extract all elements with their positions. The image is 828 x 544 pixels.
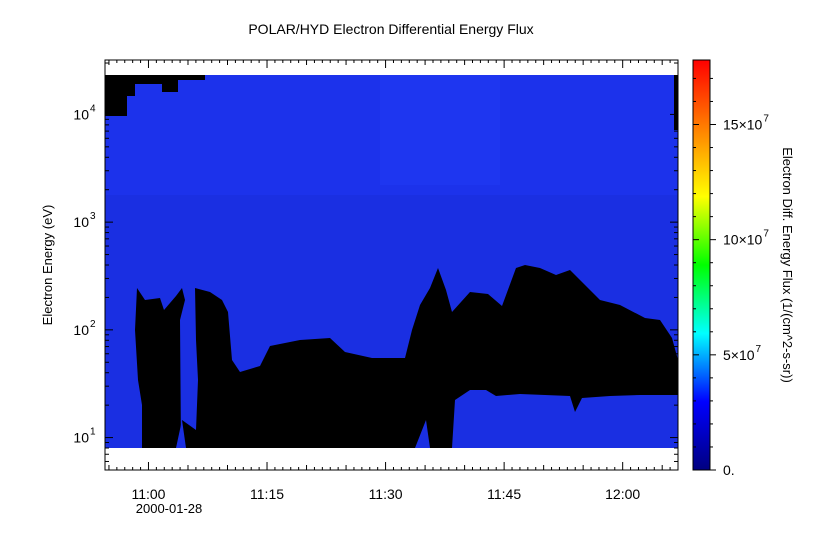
colorbar: 0.5×10 710×10 715×10 7 xyxy=(692,59,769,478)
x-tick-label: 12:00 xyxy=(605,486,640,502)
y-tick-exponent: 4 xyxy=(90,103,96,114)
colorbar-tick-label: 10×10 xyxy=(723,232,763,248)
y-tick-label: 10 xyxy=(73,106,89,122)
x-tick-label: 11:30 xyxy=(369,486,403,502)
colorbar-tick-label: 5×10 xyxy=(723,347,755,363)
y-tick-label: 10 xyxy=(73,430,89,446)
colorbar-tick-exponent: 7 xyxy=(763,113,769,124)
x-axis: 11:00 11:15 11:30 11:45 12:00 xyxy=(108,60,679,502)
y-tick-exponent: 3 xyxy=(90,211,96,222)
y-tick-exponent: 2 xyxy=(90,319,96,330)
colorbar-label: Electron Diff. Energy Flux (1/(cm^2-s-sr… xyxy=(780,147,795,383)
y-tick-exponent: 1 xyxy=(90,427,96,438)
low-flux-corner xyxy=(105,75,205,116)
colorbar-tick-exponent: 7 xyxy=(763,229,769,240)
colorbar-tick-label: 0. xyxy=(723,462,735,478)
y-tick-label: 10 xyxy=(73,322,89,338)
chart-title: POLAR/HYD Electron Differential Energy F… xyxy=(248,21,533,37)
low-flux-block-2 xyxy=(180,265,678,448)
low-flux-edge xyxy=(674,75,678,130)
low-flux-regions xyxy=(105,75,678,448)
colorbar-tick-exponent: 7 xyxy=(756,344,762,355)
colorbar-tick-label: 15×10 xyxy=(723,116,763,132)
plot-area xyxy=(104,59,679,471)
flux-gap xyxy=(176,420,186,448)
low-flux-block-1 xyxy=(135,288,185,448)
y-axis-label: Electron Energy (eV) xyxy=(40,205,55,326)
date-label: 2000-01-28 xyxy=(136,501,203,516)
colorbar-scale xyxy=(692,59,711,471)
x-tick-label: 11:15 xyxy=(250,486,284,502)
bright-patch xyxy=(380,75,500,185)
y-tick-label: 10 xyxy=(73,214,89,230)
x-tick-label: 11:45 xyxy=(487,486,521,502)
x-tick-label: 11:00 xyxy=(131,486,165,502)
